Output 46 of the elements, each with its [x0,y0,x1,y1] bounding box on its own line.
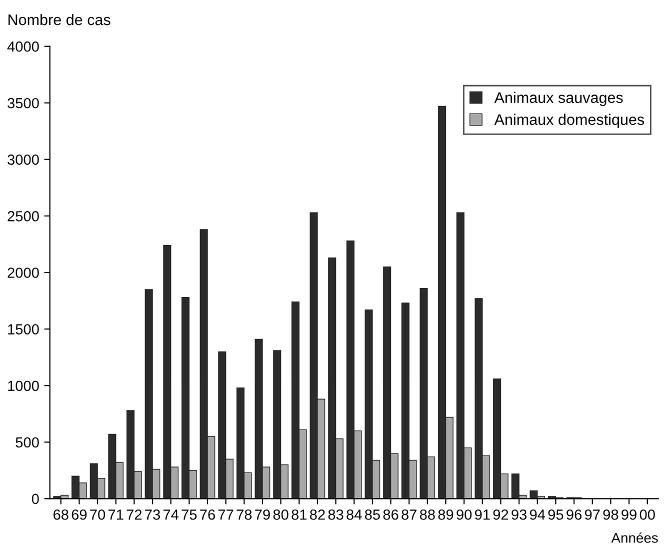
x-tick-label: 96 [566,509,582,520]
x-tick-label: 99 [622,509,636,520]
x-tick-label: 85 [364,509,380,520]
x-tick-label: 92 [493,509,508,520]
x-tick-label: 70 [90,509,106,520]
y-axis-title: Nombre de cas [8,14,110,26]
x-tick-label: 98 [603,509,618,520]
legend-label: Animaux sauvages [494,92,623,106]
x-tick-label: 73 [145,509,160,520]
x-tick-label: 89 [438,509,454,520]
x-tick-label: 82 [310,509,325,520]
x-axis-title: Années [611,532,658,543]
x-tick-label: 91 [474,509,490,520]
x-tick-label: 97 [584,509,600,520]
x-tick-label: 78 [236,509,252,520]
x-tick-label: 84 [346,509,362,520]
x-tick-label: 83 [328,509,344,520]
x-tick-label: 69 [72,509,87,520]
y-tick-label: 3500 [8,98,39,108]
x-tick-label: 72 [126,509,142,520]
x-tick-label: 75 [182,510,197,520]
x-tick-label: 68 [54,509,68,520]
x-tick-label: 88 [420,509,435,520]
x-tick-label: 79 [255,509,270,520]
x-tick-label: 94 [530,509,546,520]
y-tick-label: 500 [16,437,39,448]
x-tick-label: 87 [402,509,416,520]
y-tick-label: 0 [32,494,39,504]
x-tick-label: 74 [163,510,179,520]
y-tick-label: 3000 [8,154,39,165]
x-tick-label: 71 [108,510,124,520]
x-tick-label: 77 [218,510,234,520]
x-tick-label: 76 [200,509,215,520]
x-tick-label: 80 [273,509,288,520]
y-tick-label: 1500 [8,324,39,334]
y-tick-label: 1000 [8,380,39,392]
legend-label: Animaux domestiques [494,114,644,128]
y-tick-label: 2500 [8,211,39,222]
x-tick-label: 81 [292,509,307,520]
x-tick-label: 90 [456,509,472,520]
y-tick-label: 2000 [8,268,39,278]
x-tick-label: 00 [640,509,655,520]
y-tick-label: 4000 [7,41,39,52]
x-tick-label: 95 [548,509,564,520]
x-tick-label: 86 [383,509,398,520]
x-tick-label: 93 [512,509,527,520]
